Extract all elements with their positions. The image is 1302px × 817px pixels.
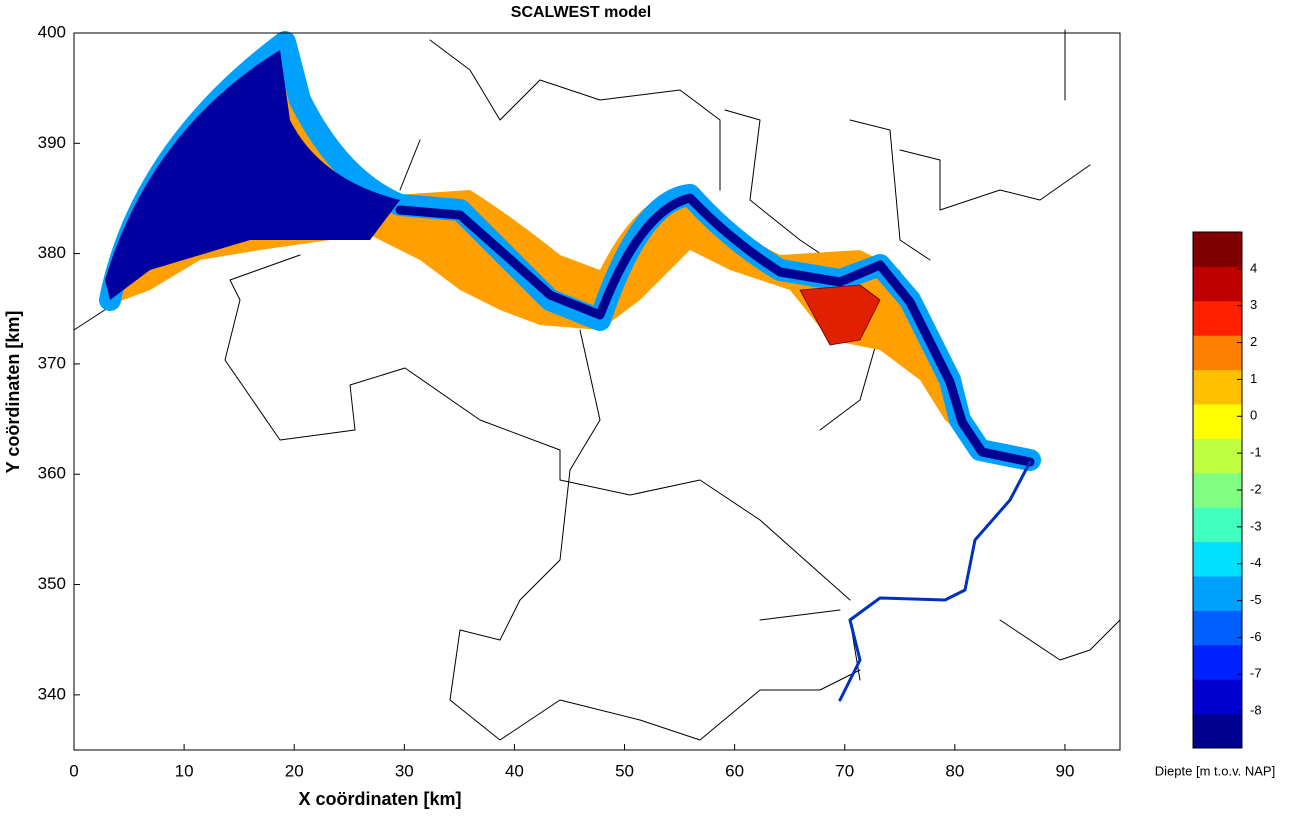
colorbar-tick-label: -7 — [1250, 666, 1262, 681]
colorbar-tick-label: -6 — [1250, 629, 1262, 644]
colorbar-band — [1193, 713, 1242, 749]
x-tick-label: 40 — [505, 761, 524, 780]
colorbar-band — [1193, 644, 1242, 680]
y-tick-label: 390 — [38, 133, 66, 152]
x-tick-label: 90 — [1055, 761, 1074, 780]
colorbar-tick-label: -8 — [1250, 703, 1262, 718]
y-tick-label: 340 — [38, 684, 66, 703]
colorbar-band — [1193, 541, 1242, 577]
y-tick-label: 380 — [38, 243, 66, 262]
colorbar-tick-label: -4 — [1250, 555, 1262, 570]
y-tick-label: 400 — [38, 22, 66, 41]
colorbar-band — [1193, 610, 1242, 646]
plot-frame — [73, 32, 1121, 751]
colorbar-band — [1193, 300, 1242, 336]
colorbar-band — [1193, 576, 1242, 611]
x-tick-label: 70 — [835, 761, 854, 780]
colorbar-label: Diepte [m t.o.v. NAP] — [1155, 763, 1275, 778]
x-tick-label: 0 — [69, 761, 78, 780]
y-tick-label: 350 — [38, 574, 66, 593]
colorbar-band — [1193, 507, 1242, 543]
colorbar-band — [1193, 266, 1242, 302]
colorbar-tick-label: -3 — [1250, 518, 1262, 533]
colorbar-band — [1193, 232, 1242, 267]
colorbar-band — [1193, 679, 1242, 715]
x-tick-label: 30 — [395, 761, 414, 780]
colorbar-tick-label: 4 — [1250, 260, 1257, 275]
colorbar-band — [1193, 438, 1242, 474]
colorbar-band — [1193, 472, 1242, 508]
x-tick-label: 50 — [615, 761, 634, 780]
colorbar-tick-label: -2 — [1250, 481, 1262, 496]
colorbar-band — [1193, 404, 1242, 439]
colorbar-tick-label: 2 — [1250, 334, 1257, 349]
chart-title: SCALWEST model — [511, 4, 651, 21]
colorbar-band — [1193, 335, 1242, 371]
map-layer — [73, 29, 1121, 741]
colorbar-band — [1193, 369, 1242, 405]
colorbar-tick-label: -5 — [1250, 592, 1262, 607]
colorbar-tick-label: -1 — [1250, 445, 1262, 460]
x-tick-label: 10 — [175, 761, 194, 780]
x-tick-label: 80 — [945, 761, 964, 780]
y-axis-label: Y coördinaten [km] — [3, 311, 23, 474]
colorbar-tick-label: 0 — [1250, 408, 1257, 423]
colorbar-tick-label: 3 — [1250, 297, 1257, 312]
y-tick-label: 370 — [38, 353, 66, 372]
x-tick-label: 20 — [285, 761, 304, 780]
x-axis-label: X coördinaten [km] — [298, 789, 461, 809]
x-tick-label: 60 — [725, 761, 744, 780]
colorbar-tick-label: 1 — [1250, 371, 1257, 386]
y-tick-label: 360 — [38, 464, 66, 483]
